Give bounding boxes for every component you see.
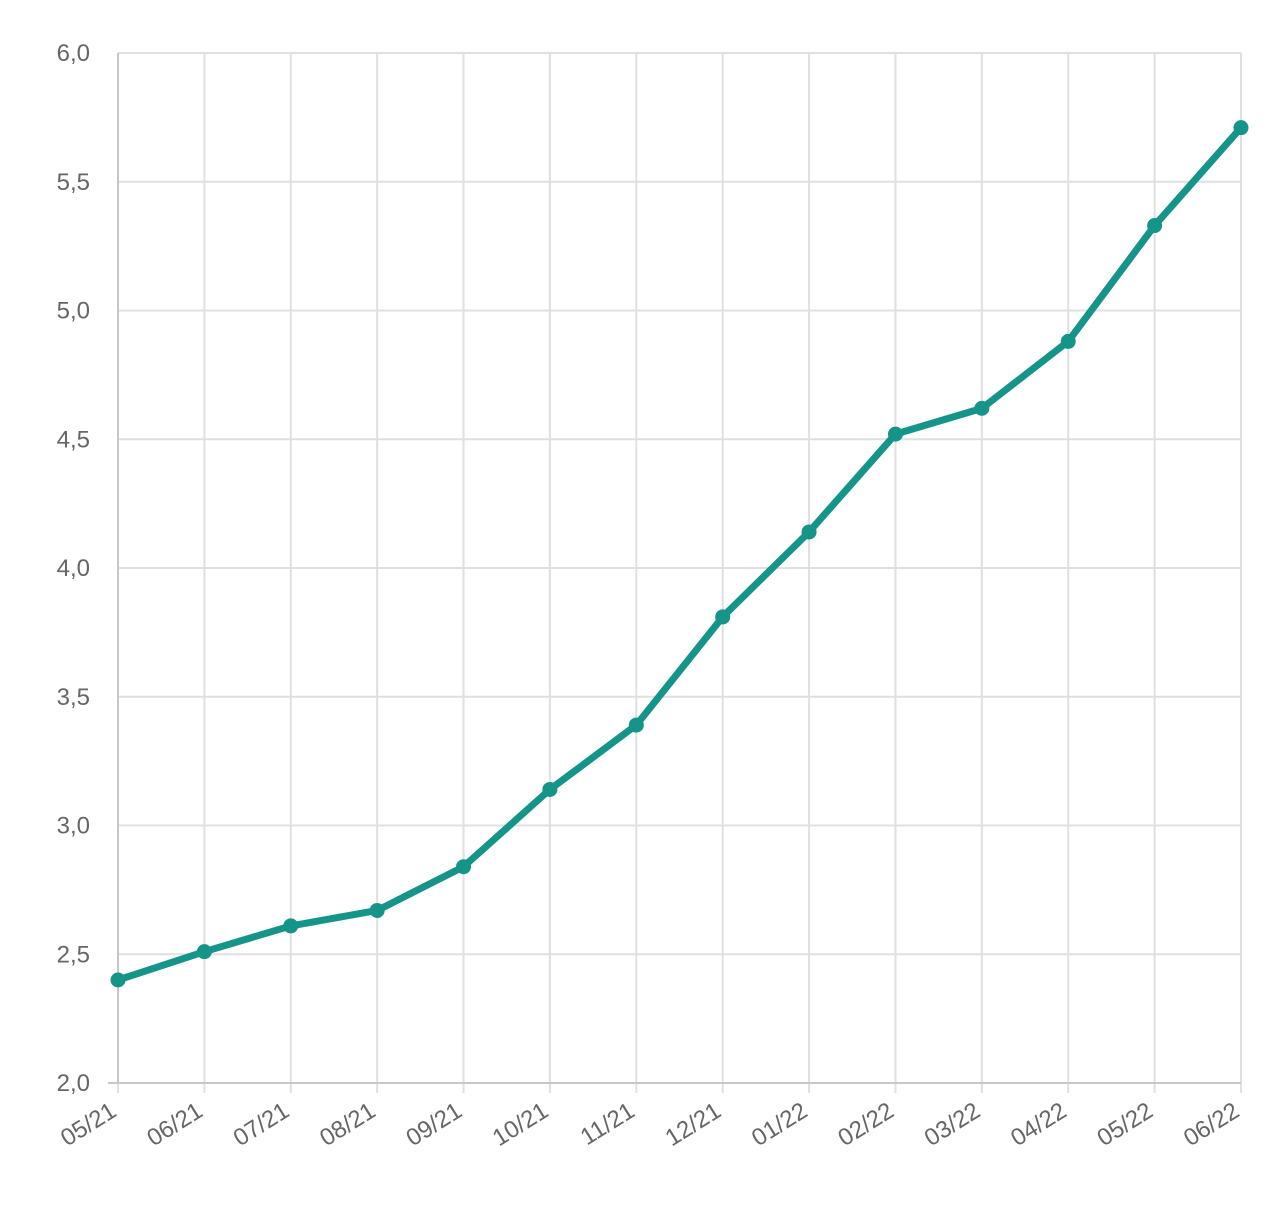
data-point bbox=[628, 717, 644, 733]
x-axis-tick-labels: 05/21 06/21 07/21 08/21 09/21 10/21 11/21 12/21… bbox=[56, 1097, 1244, 1152]
y-tick-label: 3,0 bbox=[57, 813, 90, 840]
axes bbox=[108, 53, 1241, 1084]
data-points bbox=[110, 120, 1249, 988]
y-tick-label: 5,5 bbox=[57, 169, 90, 196]
data-point bbox=[456, 859, 472, 875]
data-point bbox=[283, 918, 299, 934]
data-point bbox=[887, 426, 903, 442]
y-tick-label: 4,5 bbox=[57, 426, 90, 453]
y-tick-label: 2,0 bbox=[57, 1070, 90, 1097]
x-tick-label: 10/21 bbox=[488, 1097, 553, 1152]
data-point bbox=[801, 524, 817, 540]
x-tick-label: 06/21 bbox=[142, 1097, 207, 1152]
x-tick-label: 04/22 bbox=[1006, 1097, 1071, 1152]
y-axis-tick-labels: 2,0 2,5 3,0 3,5 4,0 4,5 5,0 5,5 6,0 bbox=[57, 40, 90, 1097]
data-point bbox=[1060, 333, 1076, 349]
data-point bbox=[1233, 120, 1249, 136]
x-tick-label: 06/22 bbox=[1179, 1097, 1244, 1152]
x-tick-label: 05/21 bbox=[56, 1097, 121, 1152]
y-tick-label: 2,5 bbox=[57, 941, 90, 968]
data-point bbox=[369, 902, 385, 918]
data-point bbox=[110, 972, 126, 988]
x-tick-label: 12/21 bbox=[661, 1097, 726, 1152]
x-tick-label: 09/21 bbox=[401, 1097, 466, 1152]
x-tick-label: 08/21 bbox=[315, 1097, 380, 1152]
data-point bbox=[542, 781, 558, 797]
grid-lines bbox=[117, 52, 1242, 1093]
data-point bbox=[974, 400, 990, 416]
series-line-path bbox=[114, 124, 1245, 984]
y-tick-label: 6,0 bbox=[57, 40, 90, 67]
y-tick-label: 5,0 bbox=[57, 298, 90, 325]
data-point bbox=[1147, 218, 1163, 234]
x-tick-label: 11/21 bbox=[576, 1097, 640, 1151]
y-tick-label: 4,0 bbox=[57, 555, 90, 582]
data-point bbox=[715, 609, 731, 625]
x-tick-label: 05/22 bbox=[1093, 1097, 1158, 1152]
series-line bbox=[114, 124, 1245, 984]
data-point bbox=[196, 944, 212, 960]
x-tick-label: 03/22 bbox=[920, 1097, 985, 1152]
x-tick-label: 01/22 bbox=[747, 1097, 812, 1152]
x-tick-label: 02/22 bbox=[833, 1097, 898, 1152]
y-tick-label: 3,5 bbox=[57, 684, 90, 711]
x-tick-label: 07/21 bbox=[229, 1097, 294, 1152]
